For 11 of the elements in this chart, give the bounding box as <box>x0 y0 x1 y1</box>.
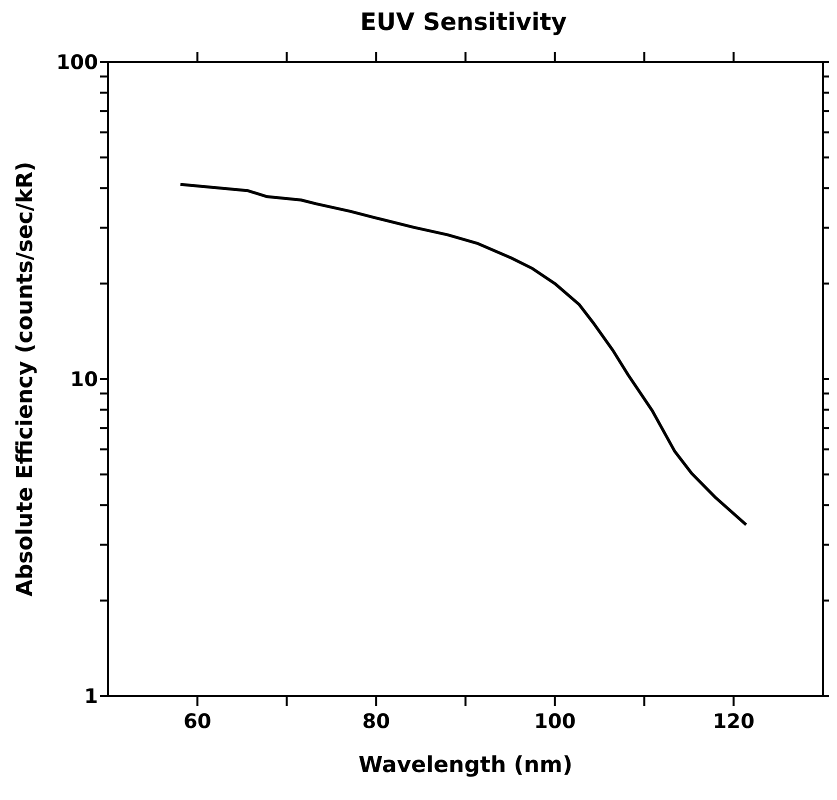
y-tick-label: 1 <box>84 684 98 708</box>
chart-title: EUV Sensitivity <box>359 8 568 38</box>
x-tick-label: 80 <box>362 709 390 734</box>
x-tick-label: 120 <box>712 709 754 734</box>
y-axis-title: Absolute Efficiency (counts/sec/kR) <box>12 162 38 596</box>
y-tick-label: 10 <box>70 367 98 392</box>
line-series <box>178 182 748 526</box>
x-tick-label: 60 <box>183 709 212 734</box>
x-tick-label: 100 <box>534 709 576 734</box>
y-tick-label: 100 <box>56 50 98 74</box>
x-axis-title: Wavelength (nm) <box>358 753 572 778</box>
